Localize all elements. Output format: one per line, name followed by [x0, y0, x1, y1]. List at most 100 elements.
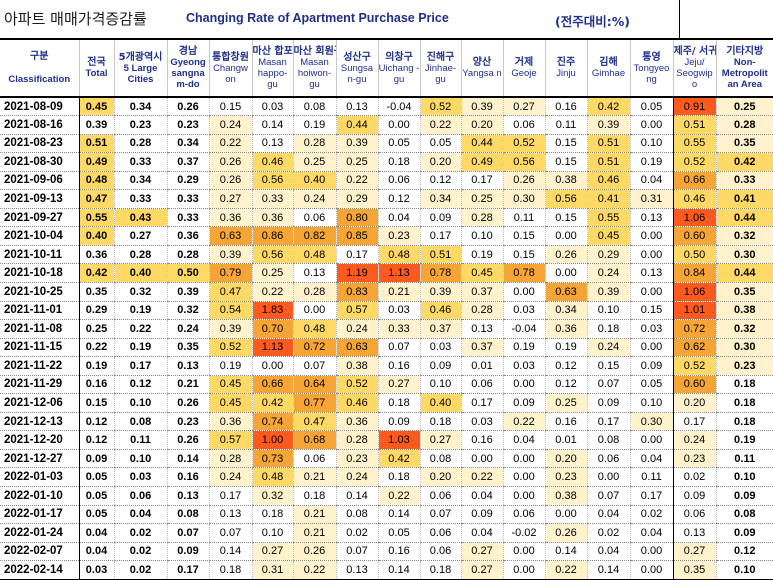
cell-masanhoiwon: 0.06 — [293, 208, 336, 227]
cell-jeju: 0.27 — [673, 542, 716, 561]
cell-uichang: 0.21 — [378, 282, 420, 301]
cell-geoje: 0.52 — [503, 134, 545, 153]
cell-large5: 0.06 — [114, 486, 167, 505]
cell-jinju: 0.22 — [545, 561, 587, 580]
cell-gyeongnam: 0.21 — [167, 375, 209, 394]
cell-jinhae: 0.05 — [420, 134, 461, 153]
cell-sungsan: 0.80 — [336, 208, 378, 227]
cell-large5: 0.04 — [114, 505, 167, 524]
cell-changwon: 0.14 — [209, 542, 252, 561]
cell-geoje: 0.19 — [503, 338, 545, 357]
cell-masanhappo: 0.25 — [252, 264, 293, 283]
cell-large5: 0.22 — [114, 320, 167, 339]
cell-nonmetro: 0.18 — [716, 375, 773, 394]
cell-tongyeong: 0.00 — [630, 282, 673, 301]
cell-tongyeong: 0.00 — [630, 561, 673, 580]
cell-masanhappo: 0.66 — [252, 375, 293, 394]
cell-yangsan: 0.28 — [461, 208, 503, 227]
cell-large5: 0.08 — [114, 412, 167, 431]
cell-gimhae: 0.42 — [587, 97, 630, 116]
row-date: 2021-11-01 — [0, 301, 79, 320]
cell-total: 0.36 — [79, 245, 114, 264]
cell-tongyeong: 0.04 — [630, 449, 673, 468]
cell-tongyeong: 0.00 — [630, 245, 673, 264]
col-header-en: Gyeong sangna m-do — [168, 57, 209, 90]
cell-masanhoiwon: 0.24 — [293, 190, 336, 209]
cell-masanhoiwon: 0.21 — [293, 468, 336, 487]
cell-sungsan: 0.08 — [336, 505, 378, 524]
cell-yangsan: 0.20 — [461, 116, 503, 135]
cell-total: 0.48 — [79, 171, 114, 190]
cell-gyeongnam: 0.35 — [167, 338, 209, 357]
cell-changwon: 0.52 — [209, 338, 252, 357]
cell-tongyeong: 0.13 — [630, 264, 673, 283]
col-header-masanhoiwon: 마산 회원구Masan hoiwon-gu — [293, 39, 336, 97]
row-date: 2021-09-27 — [0, 208, 79, 227]
cell-yangsan: 0.25 — [461, 190, 503, 209]
cell-jeju: 1.06 — [673, 282, 716, 301]
row-date: 2021-10-25 — [0, 282, 79, 301]
row-date: 2022-01-24 — [0, 524, 79, 543]
cell-nonmetro: 0.41 — [716, 190, 773, 209]
cell-gyeongnam: 0.32 — [167, 301, 209, 320]
cell-masanhappo: 0.42 — [252, 394, 293, 413]
cell-sungsan: 0.44 — [336, 116, 378, 135]
cell-tongyeong: 0.13 — [630, 208, 673, 227]
cell-sungsan: 0.57 — [336, 301, 378, 320]
cell-total: 0.19 — [79, 357, 114, 376]
cell-geoje: 0.15 — [503, 227, 545, 246]
cell-masanhappo: 0.56 — [252, 245, 293, 264]
cell-total: 0.12 — [79, 431, 114, 450]
cell-nonmetro: 0.10 — [716, 468, 773, 487]
cell-uichang: 1.03 — [378, 431, 420, 450]
cell-total: 0.05 — [79, 505, 114, 524]
cell-geoje: 0.22 — [503, 412, 545, 431]
cell-geoje: 0.27 — [503, 97, 545, 116]
row-date: 2021-11-15 — [0, 338, 79, 357]
cell-yangsan: 0.13 — [461, 320, 503, 339]
col-header-en: Tongyeo ng — [631, 63, 673, 85]
cell-gimhae: 0.09 — [587, 394, 630, 413]
cell-large5: 0.43 — [114, 208, 167, 227]
cell-jinhae: 0.09 — [420, 357, 461, 376]
cell-uichang: 0.09 — [378, 412, 420, 431]
col-header-ko: 통영 — [631, 52, 673, 63]
cell-geoje: 0.78 — [503, 264, 545, 283]
cell-nonmetro: 0.28 — [716, 116, 773, 135]
cell-changwon: 0.26 — [209, 171, 252, 190]
cell-gimhae: 0.39 — [587, 282, 630, 301]
cell-uichang: 0.23 — [378, 227, 420, 246]
cell-large5: 0.03 — [114, 468, 167, 487]
col-header-ko: 마산 회원구 — [294, 46, 336, 57]
cell-jinju: 0.26 — [545, 524, 587, 543]
cell-gyeongnam: 0.17 — [167, 561, 209, 580]
cell-jinju: 0.00 — [545, 264, 587, 283]
cell-changwon: 0.45 — [209, 394, 252, 413]
cell-jinju: 0.15 — [545, 153, 587, 172]
cell-jeju: 0.09 — [673, 486, 716, 505]
col-header-en: Yangsa n — [462, 68, 503, 79]
cell-changwon: 0.57 — [209, 431, 252, 450]
cell-geoje: 0.11 — [503, 208, 545, 227]
title-bar: 아파트 매매가격증감률 Changing Rate of Apartment P… — [0, 0, 773, 38]
cell-nonmetro: 0.30 — [716, 338, 773, 357]
cell-nonmetro: 0.09 — [716, 486, 773, 505]
cell-uichang: 0.42 — [378, 449, 420, 468]
cell-nonmetro: 0.30 — [716, 245, 773, 264]
cell-yangsan: 0.45 — [461, 264, 503, 283]
col-header-ko: 제주/ 서귀포 — [674, 46, 716, 57]
cell-gimhae: 0.04 — [587, 542, 630, 561]
col-header-ko: 김해 — [588, 57, 630, 68]
cell-large5: 0.19 — [114, 301, 167, 320]
cell-masanhappo: 0.74 — [252, 412, 293, 431]
cell-jinhae: 0.78 — [420, 264, 461, 283]
